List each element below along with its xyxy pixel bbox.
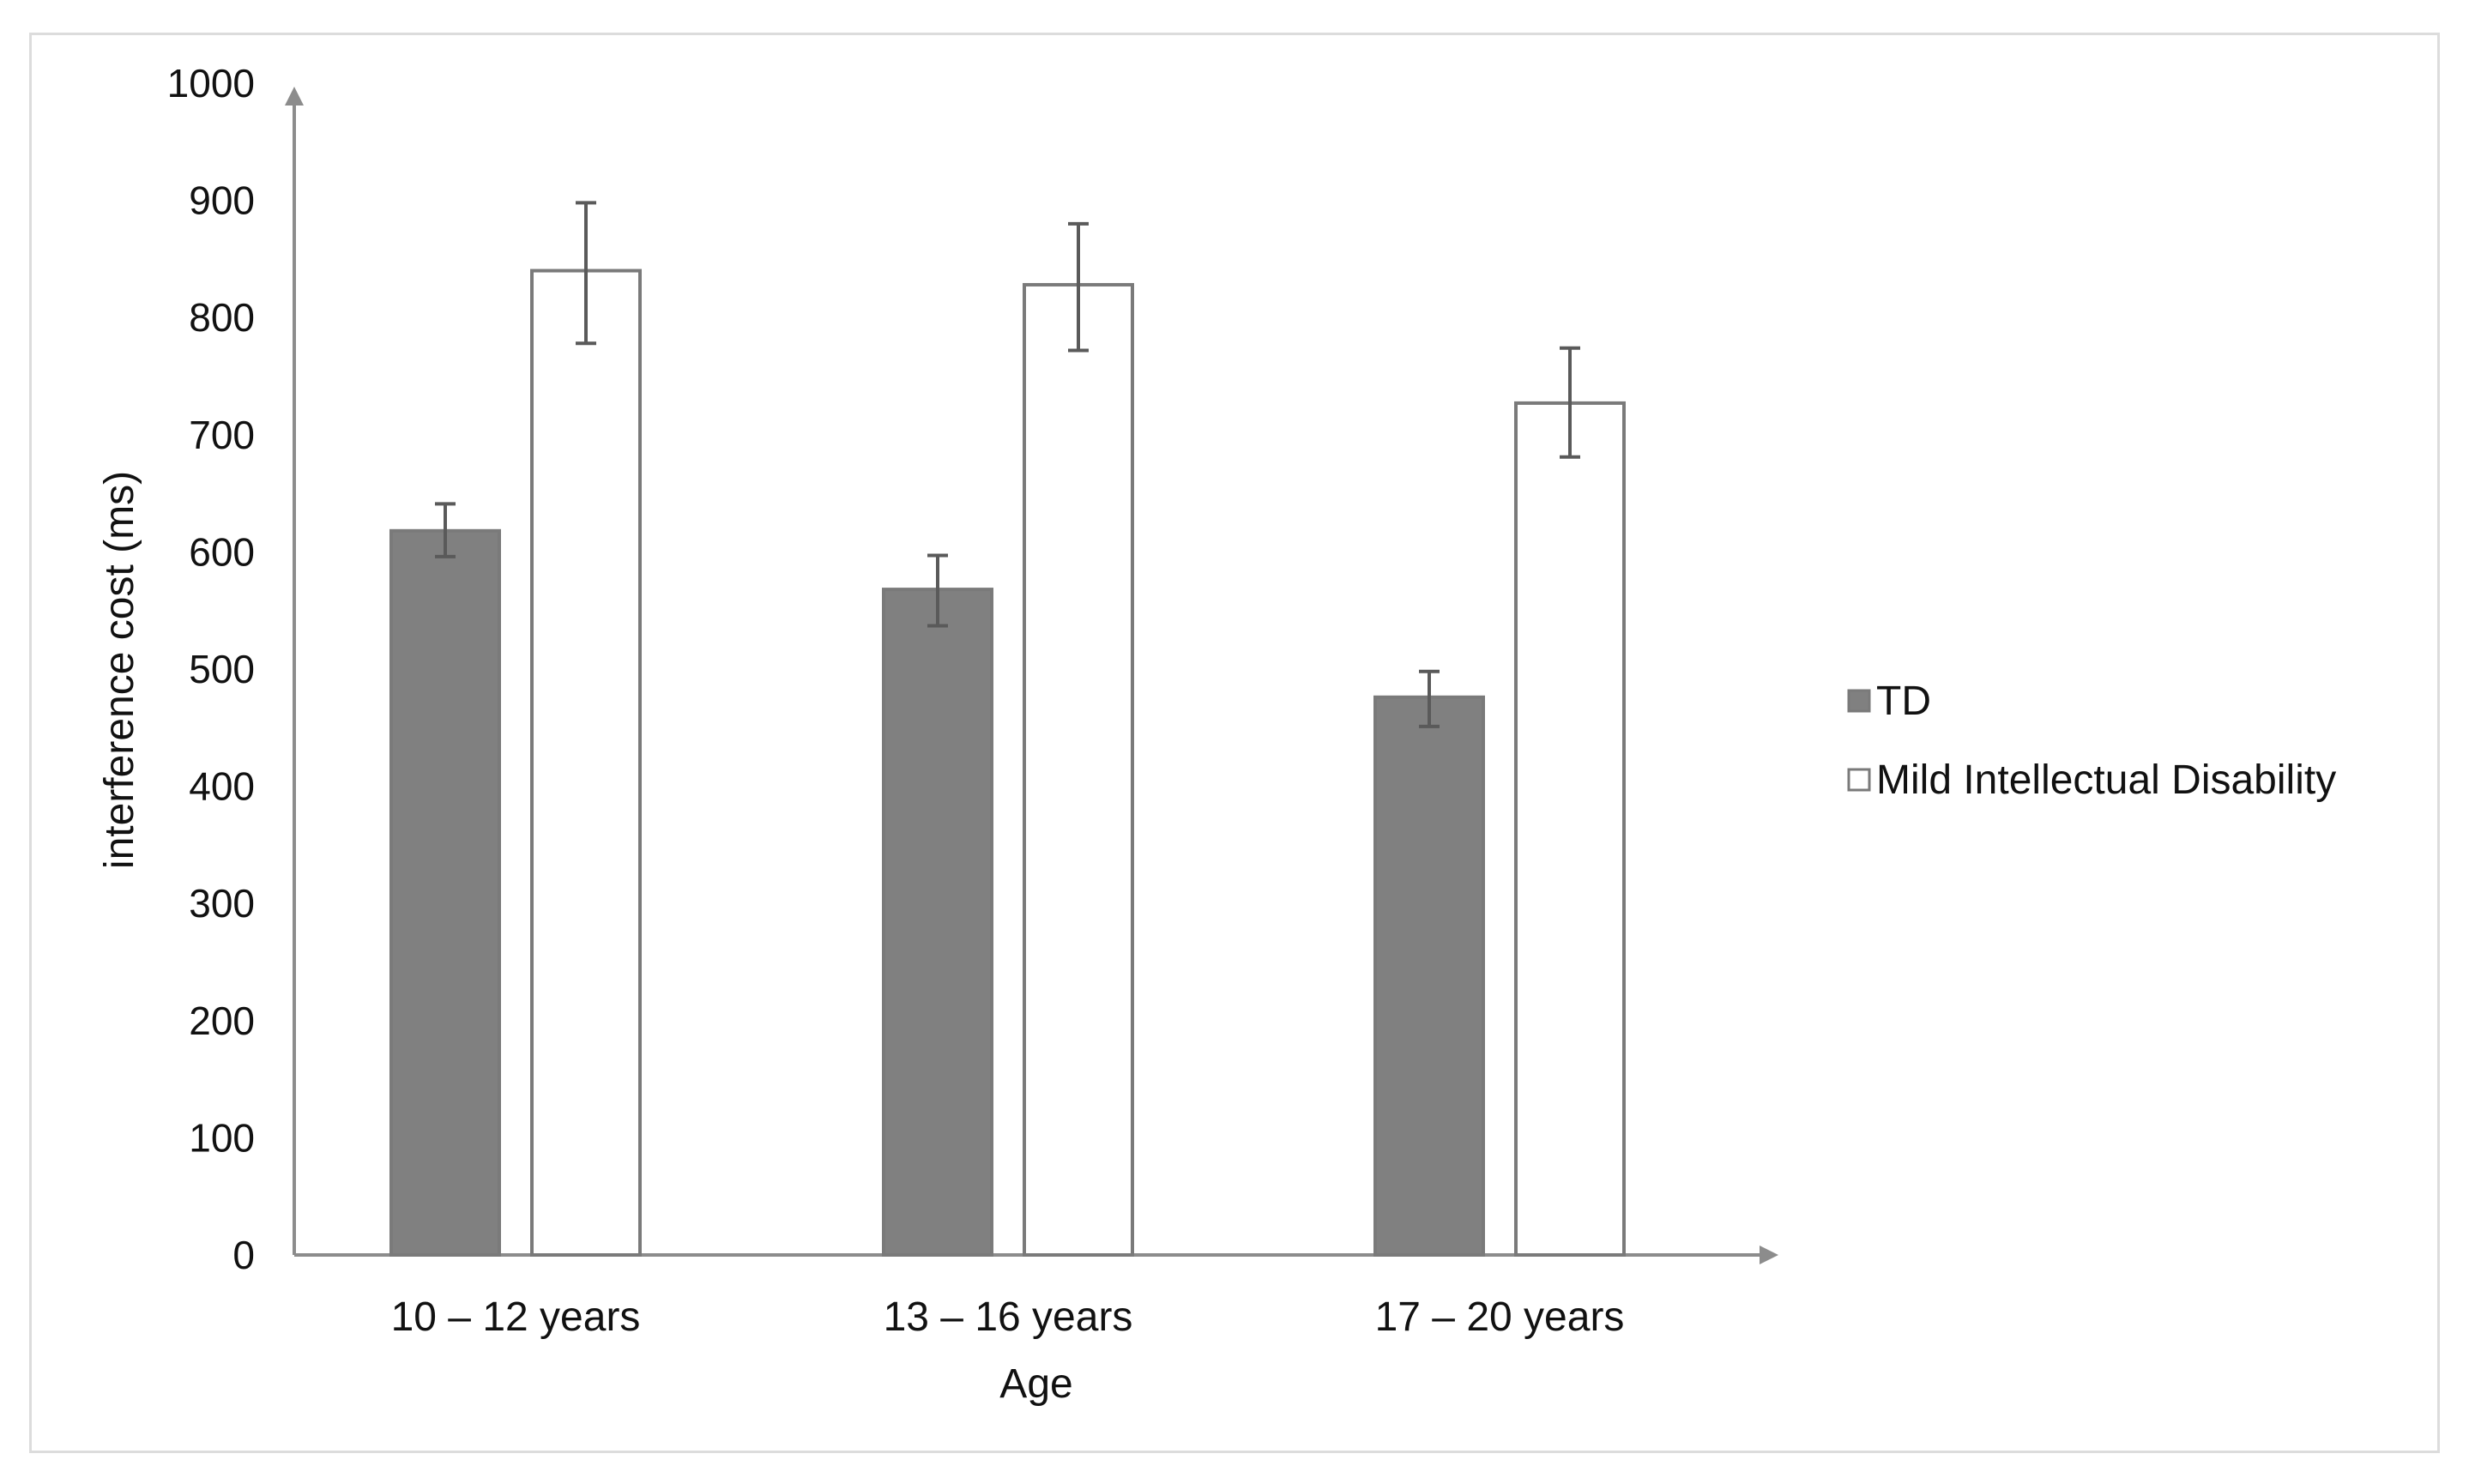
bar-mild-intellectual-disability <box>530 268 642 1257</box>
legend-label-td: TD <box>1876 679 1931 724</box>
y-axis-title: interference cost (ms) <box>97 471 142 869</box>
y-axis-arrowhead <box>285 87 304 106</box>
x-category-labels: 10 – 12 years 13 – 16 years 17 – 20 years <box>391 1294 1625 1340</box>
bar-td <box>882 588 993 1257</box>
bar-mild-intellectual-disability <box>1023 282 1134 1257</box>
bar-mild-intellectual-disability <box>1514 401 1626 1257</box>
error-bar-td <box>435 502 456 558</box>
legend-label-mild-intellectual-disability: Mild Intellectual Disability <box>1876 757 2336 803</box>
legend-swatch-td <box>1847 689 1871 713</box>
y-tick-label: 100 <box>189 1115 255 1160</box>
bar-td <box>1373 695 1485 1257</box>
x-axis-title: Age <box>999 1361 1072 1407</box>
y-tick-label: 700 <box>189 413 255 457</box>
error-bar-mild-intellectual-disability <box>1560 346 1580 459</box>
error-bar-mild-intellectual-disability <box>576 201 596 346</box>
error-bar-td <box>1419 669 1440 728</box>
bars <box>389 268 1626 1257</box>
y-tick-label: 200 <box>189 998 255 1043</box>
x-category-label: 10 – 12 years <box>391 1294 641 1340</box>
legend-swatch-mild-intellectual-disability <box>1847 768 1871 792</box>
x-category-label: 17 – 20 years <box>1375 1294 1625 1340</box>
y-tick-labels: 0 100 200 300 400 500 600 700 800 900 1000 <box>167 61 255 1277</box>
bar-chart: 0 100 200 300 400 500 600 700 800 900 1000 10 – 12… <box>97 61 2336 1407</box>
x-category-label: 13 – 16 years <box>884 1294 1133 1340</box>
error-bar-td <box>927 553 948 628</box>
error-bars <box>435 201 1580 728</box>
y-tick-label: 600 <box>189 529 255 574</box>
y-tick-label: 800 <box>189 295 255 340</box>
y-tick-label: 0 <box>232 1233 255 1277</box>
y-tick-label: 300 <box>189 881 255 926</box>
y-tick-label: 500 <box>189 647 255 691</box>
legend: TD Mild Intellectual Disability <box>1847 679 2336 803</box>
bar-td <box>389 528 501 1257</box>
y-tick-label: 1000 <box>167 61 255 106</box>
y-tick-label: 900 <box>189 178 255 223</box>
y-tick-label: 400 <box>189 764 255 809</box>
x-axis-arrowhead <box>1760 1246 1778 1264</box>
error-bar-mild-intellectual-disability <box>1068 221 1089 353</box>
chart-frame: 0 100 200 300 400 500 600 700 800 900 1000 10 – 12… <box>29 33 2440 1453</box>
